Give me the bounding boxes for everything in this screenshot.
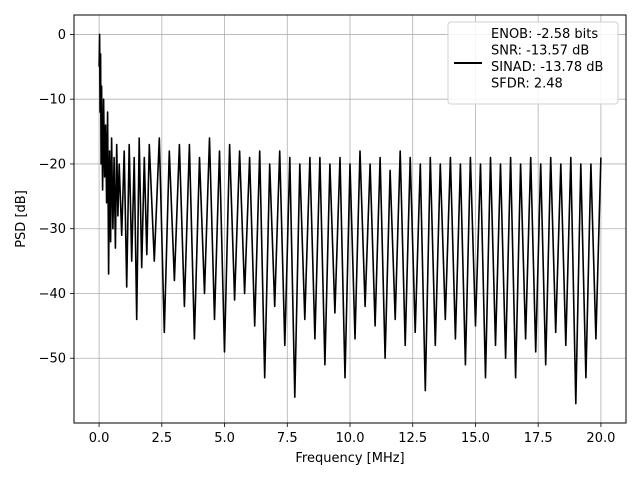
x-tick-label: 0.0 (89, 431, 110, 446)
series-layer (98, 33, 602, 405)
legend-label-line: SNR: -13.57 dB (491, 44, 589, 59)
y-tick-label: −10 (39, 93, 66, 108)
legend: ENOB: -2.58 bits SNR: -13.57 dB SINAD: -13… (447, 21, 619, 105)
x-axis-ticks: 0.0 2.5 5.0 7.5 10.0 12.5 15.0 17.5 20.0 (89, 423, 615, 446)
y-tick-label: −20 (39, 157, 66, 172)
x-tick-label: 10.0 (336, 431, 365, 446)
series-line-0 (98, 33, 602, 405)
legend-label-line: SFDR: 2.48 (491, 77, 563, 92)
x-tick-label: 2.5 (151, 431, 172, 446)
x-tick-label: 15.0 (461, 431, 490, 446)
legend-box (447, 21, 619, 105)
y-axis-ticks: 0 −10 −20 −30 −40 −50 (39, 28, 74, 367)
x-tick-label: 7.5 (277, 431, 298, 446)
y-tick-label: 0 (58, 28, 66, 43)
y-tick-label: −30 (39, 222, 66, 237)
x-tick-label: 12.5 (398, 431, 427, 446)
x-tick-label: 17.5 (524, 431, 553, 446)
y-axis-label: PSD [dB] (14, 190, 29, 248)
x-axis-label: Frequency [MHz] (295, 451, 404, 466)
y-tick-label: −50 (39, 352, 66, 367)
y-tick-label: −40 (39, 287, 66, 302)
legend-label-line: ENOB: -2.58 bits (491, 27, 598, 42)
legend-label-line: SINAD: -13.78 dB (491, 60, 603, 75)
legend-label: ENOB: -2.58 bits SNR: -13.57 dB SINAD: -13… (491, 27, 603, 92)
x-tick-label: 5.0 (214, 431, 235, 446)
x-tick-label: 20.0 (586, 431, 615, 446)
